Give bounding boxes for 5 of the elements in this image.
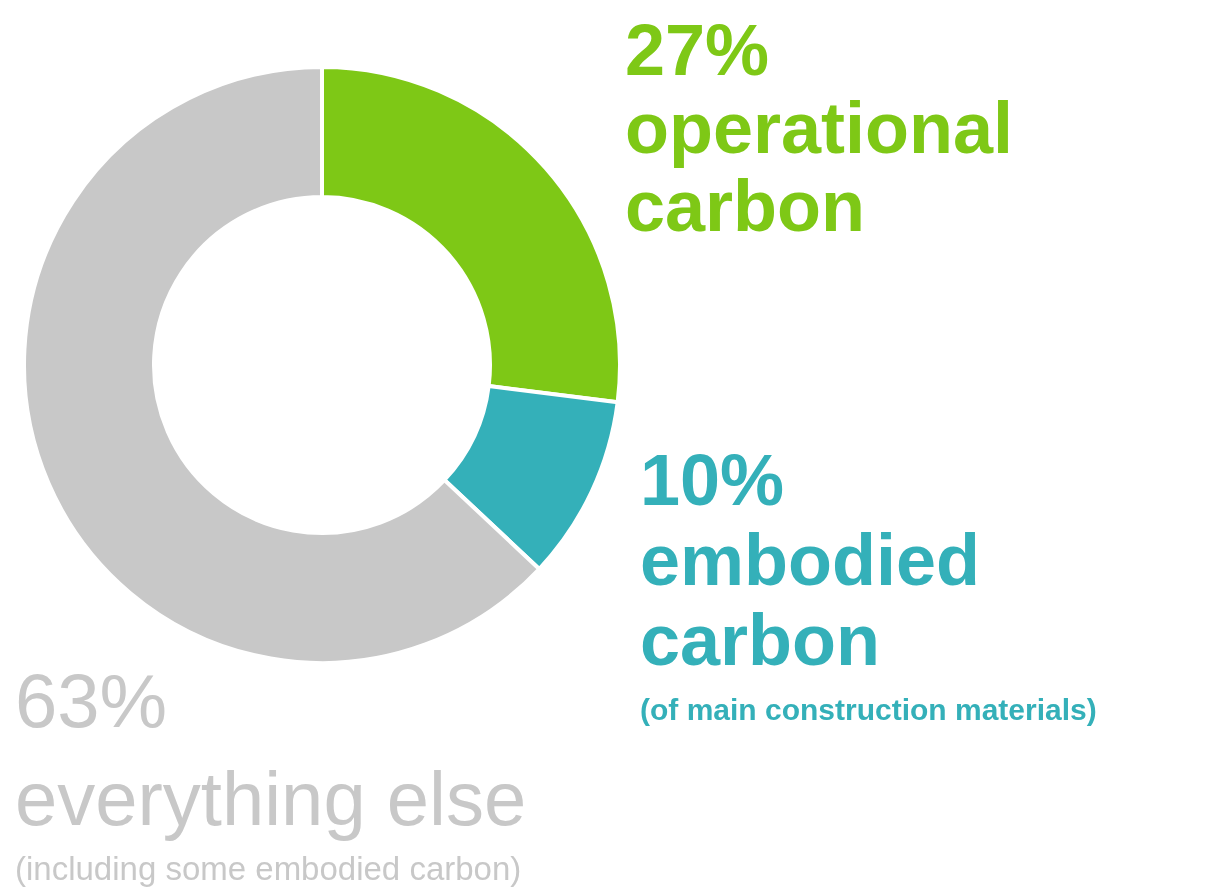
data-label: 27%	[625, 10, 770, 90]
slice-label: embodied carbon	[640, 520, 981, 680]
slice-label: operational carbon	[625, 88, 1014, 246]
data-label: 10%	[640, 440, 785, 520]
text: (of main construction materials)	[640, 693, 1097, 726]
